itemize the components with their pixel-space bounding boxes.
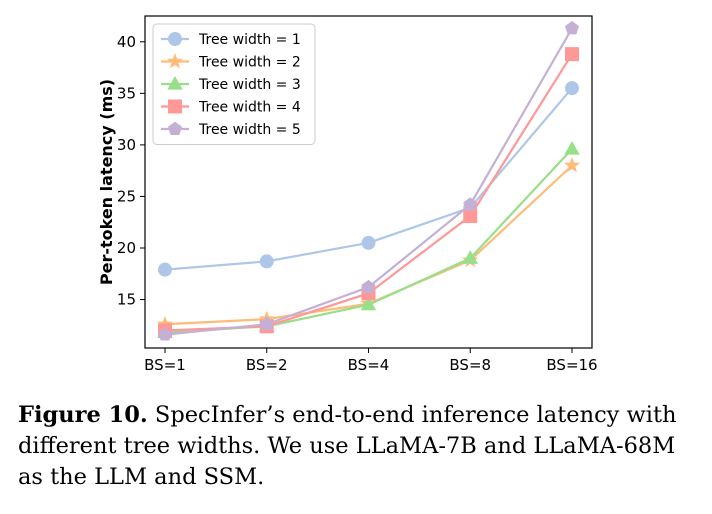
data-point [564, 157, 580, 173]
data-point [158, 327, 172, 341]
legend-entry: Tree width = 2 [161, 53, 301, 71]
figure-caption: Figure 10. SpecInfer’s end-to-end infere… [18, 400, 698, 493]
data-point [564, 140, 580, 155]
x-tick-label: BS=16 [546, 356, 597, 374]
data-point [158, 262, 172, 277]
x-tick-label: BS=8 [449, 356, 491, 374]
legend-label: Tree width = 2 [198, 55, 301, 71]
legend-marker [168, 32, 182, 46]
y-tick-label: 20 [117, 239, 136, 257]
legend-marker [167, 75, 183, 90]
y-tick-label: 15 [117, 291, 136, 309]
legend-box [152, 23, 316, 145]
y-axis: 15 20 25 30 35 40 [117, 33, 145, 309]
data-point [565, 81, 579, 96]
series-5 [158, 21, 579, 341]
y-tick-label: 30 [117, 136, 136, 154]
data-point [565, 47, 579, 62]
legend: Tree width = 1 Tree width = 2 Tree width =… [152, 23, 316, 145]
data-point [259, 254, 274, 269]
legend-entry: Tree width = 4 [161, 99, 301, 116]
data-point [463, 209, 478, 224]
caption-text: SpecInfer’s end-to-end inference latency… [18, 402, 677, 490]
x-tick-label: BS=4 [348, 356, 390, 374]
y-axis-label: Per-token latency (ms) [97, 79, 116, 285]
legend-entry: Tree width = 1 [161, 32, 301, 48]
series-layer [157, 21, 580, 341]
x-tick-label: BS=2 [246, 356, 288, 374]
legend-entry: Tree width = 3 [161, 75, 301, 93]
data-point [462, 250, 478, 264]
x-axis: BS=1 BS=2 BS=4 BS=8 BS=16 [144, 348, 598, 374]
data-point [259, 316, 274, 331]
x-tick-label: BS=1 [144, 356, 186, 374]
legend-entry: Tree width = 5 [161, 121, 301, 138]
data-point [361, 235, 376, 250]
y-tick-label: 35 [117, 84, 136, 102]
y-tick-label: 25 [117, 187, 136, 205]
y-tick-label: 40 [117, 33, 136, 51]
line-chart: 15 20 25 30 35 40 BS=1 BS=2 BS=4 BS=8 BS=16 Tree … [97, 15, 598, 374]
legend-label: Tree width = 3 [198, 77, 301, 93]
series-1 [158, 81, 579, 277]
caption-label: Figure 10. [18, 402, 148, 428]
legend-label: Tree width = 1 [198, 32, 301, 48]
legend-marker [168, 99, 182, 114]
legend-marker [167, 53, 183, 69]
legend-label: Tree width = 4 [198, 100, 301, 116]
data-point [360, 296, 377, 311]
legend-marker [168, 121, 182, 135]
legend-label: Tree width = 5 [198, 122, 301, 138]
data-point [361, 279, 376, 294]
data-point [463, 197, 478, 211]
data-point [565, 21, 579, 35]
